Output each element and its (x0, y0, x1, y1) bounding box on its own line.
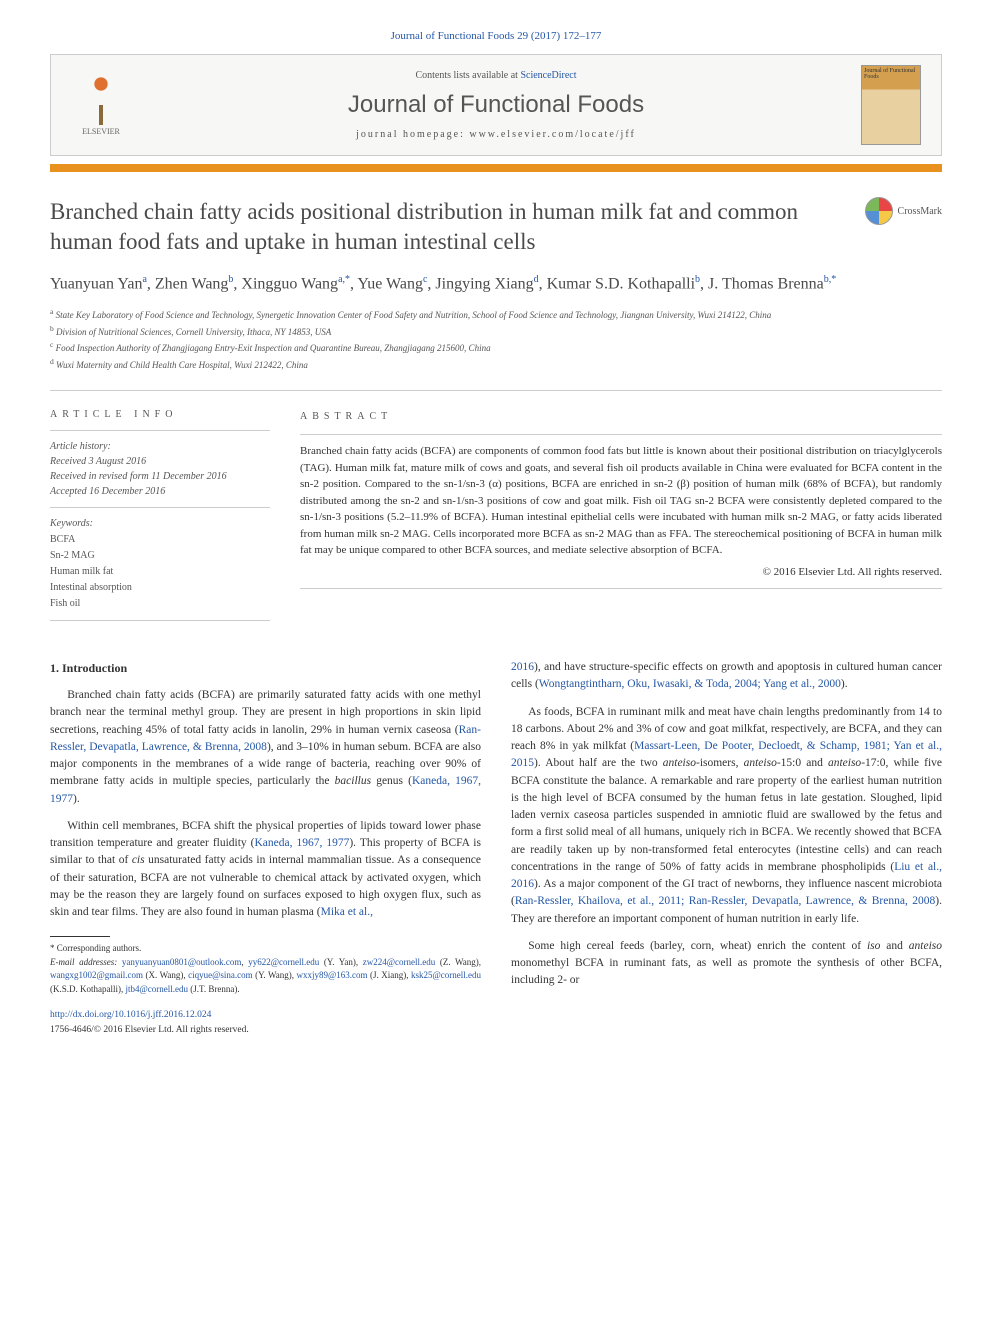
crossmark-label: CrossMark (898, 206, 942, 217)
body-paragraph: Some high cereal feeds (barley, corn, wh… (511, 938, 942, 990)
date-received: Received 3 August 2016 (50, 454, 270, 469)
abstract-label: ABSTRACT (300, 409, 942, 424)
intro-heading: 1. Introduction (50, 659, 481, 677)
journal-header-box: ELSEVIER Contents lists available at Sci… (50, 54, 942, 156)
sciencedirect-link[interactable]: ScienceDirect (520, 70, 576, 81)
body-right-column: 2016), and have structure-specific effec… (511, 659, 942, 1037)
section-divider (50, 390, 942, 391)
journal-reference: Journal of Functional Foods 29 (2017) 17… (50, 30, 942, 42)
journal-homepage: journal homepage: www.elsevier.com/locat… (131, 129, 861, 140)
history-label: Article history: (50, 439, 270, 454)
orange-divider-bar (50, 164, 942, 172)
abstract-column: ABSTRACT Branched chain fatty acids (BCF… (300, 409, 942, 629)
abstract-text: Branched chain fatty acids (BCFA) are co… (300, 443, 942, 559)
crossmark-icon (865, 197, 893, 225)
date-revised: Received in revised form 11 December 201… (50, 469, 270, 484)
elsevier-tree-icon (76, 75, 126, 125)
issn-copyright: 1756-4646/© 2016 Elsevier Ltd. All right… (50, 1023, 481, 1037)
article-info-label: ARTICLE INFO (50, 409, 270, 420)
body-left-column: 1. Introduction Branched chain fatty aci… (50, 659, 481, 1037)
footnote-separator (50, 936, 110, 937)
keywords-list: BCFASn-2 MAGHuman milk fatIntestinal abs… (50, 532, 270, 612)
keywords-label: Keywords: (50, 516, 270, 532)
article-title: Branched chain fatty acids positional di… (50, 197, 850, 257)
keyword-item: Intestinal absorption (50, 580, 270, 596)
journal-cover-thumbnail: Journal of Functional Foods (861, 65, 921, 145)
journal-name: Journal of Functional Foods (131, 91, 861, 119)
keyword-item: Fish oil (50, 596, 270, 612)
body-paragraph: As foods, BCFA in ruminant milk and meat… (511, 704, 942, 928)
doi-link[interactable]: http://dx.doi.org/10.1016/j.jff.2016.12.… (50, 1008, 481, 1022)
body-paragraph: Within cell membranes, BCFA shift the ph… (50, 818, 481, 922)
footnotes-block: * Corresponding authors. E-mail addresse… (50, 942, 481, 996)
date-accepted: Accepted 16 December 2016 (50, 484, 270, 499)
body-paragraph: 2016), and have structure-specific effec… (511, 659, 942, 694)
body-paragraph: Branched chain fatty acids (BCFA) are pr… (50, 687, 481, 808)
crossmark-badge[interactable]: CrossMark (865, 197, 942, 225)
keyword-item: Sn-2 MAG (50, 548, 270, 564)
corresponding-authors-note: * Corresponding authors. (50, 942, 481, 956)
email-addresses: E-mail addresses: yanyuanyuan0801@outloo… (50, 956, 481, 997)
article-info-column: ARTICLE INFO Article history: Received 3… (50, 409, 270, 629)
keyword-item: BCFA (50, 532, 270, 548)
publisher-name: ELSEVIER (82, 127, 120, 136)
abstract-copyright: © 2016 Elsevier Ltd. All rights reserved… (300, 564, 942, 581)
elsevier-logo: ELSEVIER (71, 70, 131, 140)
authors-list: Yuanyuan Yana, Zhen Wangb, Xingguo Wanga… (50, 272, 942, 296)
keyword-item: Human milk fat (50, 564, 270, 580)
contents-available-text: Contents lists available at ScienceDirec… (131, 70, 861, 81)
affiliations-list: a State Key Laboratory of Food Science a… (50, 306, 942, 372)
